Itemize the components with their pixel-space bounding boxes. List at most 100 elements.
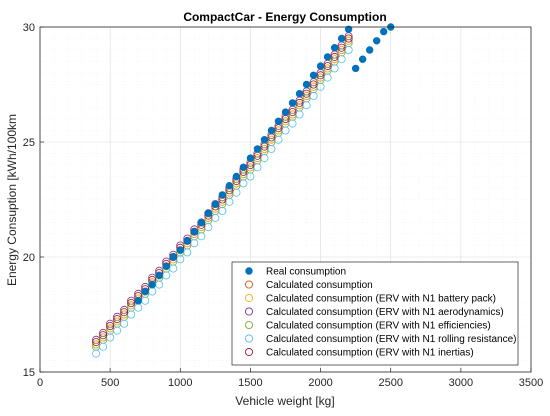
- legend-label: Calculated consumption (ERV with N1 roll…: [266, 334, 516, 345]
- x-tick-label: 3000: [449, 377, 473, 389]
- data-point: [211, 200, 220, 208]
- data-point: [372, 37, 381, 45]
- data-point: [323, 73, 332, 82]
- data-point: [127, 301, 136, 310]
- data-point: [106, 321, 115, 330]
- y-tick-label: 30: [23, 22, 35, 34]
- data-point: [309, 92, 318, 101]
- data-point: [148, 280, 156, 289]
- data-point: [134, 297, 142, 305]
- y-axis-label: Energy Consuption [kWh/100km: [5, 114, 19, 286]
- data-point: [225, 182, 234, 190]
- data-point: [344, 25, 353, 33]
- data-point: [99, 342, 108, 351]
- data-point: [260, 136, 269, 144]
- data-point: [197, 232, 206, 241]
- data-point: [141, 287, 149, 296]
- data-point: [281, 126, 290, 135]
- data-point: [211, 213, 220, 222]
- legend-label: Real consumption: [266, 267, 346, 278]
- data-point: [113, 326, 122, 335]
- data-point: [204, 223, 213, 232]
- legend-label: Calculated consumption (ERV with N1 iner…: [266, 348, 474, 359]
- legend-label: Calculated consumption (ERV with N1 batt…: [266, 294, 496, 305]
- x-tick-label: 3500: [519, 377, 543, 389]
- data-point: [190, 228, 199, 236]
- data-point: [190, 239, 199, 248]
- axes-box: [39, 26, 532, 373]
- data-point: [232, 188, 241, 197]
- x-tick-label: 1000: [168, 377, 192, 389]
- data-point: [239, 179, 248, 188]
- data-point: [274, 135, 283, 144]
- data-point: [183, 248, 192, 257]
- x-tick-label: 2000: [308, 377, 332, 389]
- series-marks: [92, 23, 395, 358]
- data-point: [309, 71, 318, 80]
- data-point: [330, 64, 339, 73]
- data-point: [239, 163, 248, 172]
- data-point: [106, 324, 115, 333]
- data-point: [351, 64, 360, 73]
- data-point: [162, 262, 170, 270]
- y-tick-label: 20: [23, 252, 35, 264]
- data-point: [337, 55, 346, 64]
- data-point: [365, 46, 374, 54]
- data-point: [288, 119, 297, 128]
- x-tick-label: 0: [37, 377, 43, 389]
- data-point: [106, 333, 115, 342]
- legend-marker: [244, 320, 254, 330]
- data-point: [253, 163, 262, 172]
- legend-label: Calculated consumption (ERV with N1 aero…: [266, 307, 504, 318]
- legend-marker: [244, 307, 254, 316]
- data-point: [169, 264, 178, 273]
- data-point: [155, 271, 163, 280]
- data-point: [113, 317, 122, 326]
- data-point: [218, 191, 227, 199]
- legend-marker: [244, 347, 254, 357]
- data-point: [127, 310, 136, 319]
- y-tick-label: 15: [23, 367, 35, 379]
- legend-marker: [244, 334, 254, 343]
- legend-marker: [245, 267, 253, 275]
- data-point: [99, 331, 108, 340]
- data-point: [92, 340, 101, 349]
- data-point: [316, 82, 325, 91]
- legend-marker: [244, 280, 254, 289]
- y-tick-label: 25: [23, 137, 35, 149]
- data-point: [344, 36, 353, 45]
- data-point: [316, 62, 325, 70]
- x-axis-ticks: 0 500 1000 1500 2000 2500 3000 3500: [37, 368, 543, 389]
- data-point: [246, 154, 255, 162]
- data-point: [113, 315, 122, 324]
- legend-marker: [244, 293, 254, 303]
- x-axis-label: Vehicle weight [kg]: [235, 394, 334, 408]
- y-axis-ticks: 15 20 25 30: [23, 22, 44, 379]
- data-point: [176, 246, 184, 254]
- data-point: [302, 80, 311, 89]
- series-0: [134, 23, 395, 305]
- data-point: [176, 255, 185, 264]
- x-tick-label: 500: [101, 377, 119, 389]
- data-point: [267, 144, 276, 153]
- data-point: [92, 349, 101, 358]
- data-point: [380, 27, 388, 36]
- data-point: [218, 206, 227, 215]
- data-point: [260, 154, 269, 163]
- data-point: [358, 55, 367, 63]
- data-point: [197, 218, 206, 227]
- data-point: [253, 145, 262, 153]
- data-point: [267, 126, 276, 135]
- chart-title: CompactCar - Energy Consumption: [183, 10, 386, 24]
- data-point: [344, 46, 353, 55]
- data-point: [246, 172, 255, 181]
- data-point: [204, 209, 213, 218]
- data-point: [169, 253, 177, 261]
- data-point: [337, 34, 346, 43]
- data-point: [302, 101, 311, 110]
- data-point: [281, 108, 290, 116]
- data-point: [295, 110, 304, 119]
- data-point: [274, 117, 283, 126]
- x-tick-label: 1500: [238, 377, 262, 389]
